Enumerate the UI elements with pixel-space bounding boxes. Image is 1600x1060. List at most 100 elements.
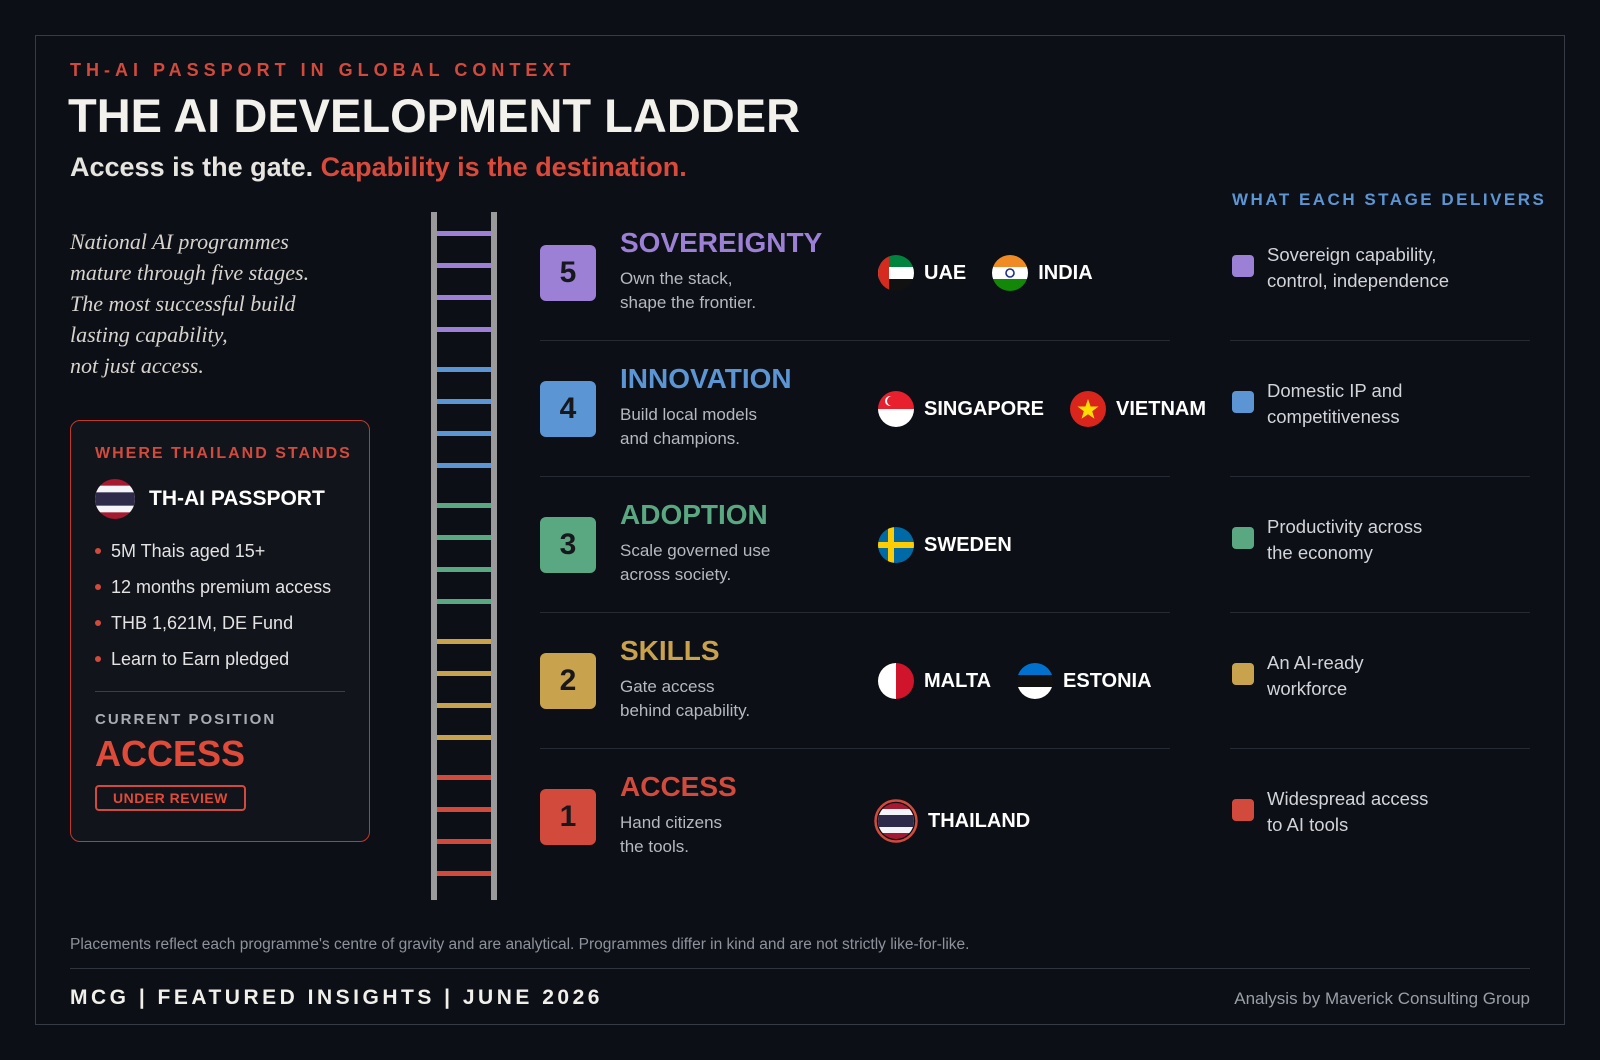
ladder-rung	[437, 567, 491, 572]
subtitle: Access is the gate. Capability is the de…	[70, 152, 687, 183]
ladder-rung	[437, 871, 491, 876]
status-badge: UNDER REVIEW	[95, 785, 246, 811]
stage-row: 2 SKILLS Gate access behind capability. M…	[0, 613, 1600, 749]
stage-description: Own the stack, shape the frontier.	[620, 267, 756, 315]
ladder-rung	[437, 535, 491, 540]
ladder-rung	[437, 431, 491, 436]
stage-delivers: Domestic IP and competitiveness	[1267, 378, 1402, 430]
text-line: Scale governed use	[620, 541, 771, 560]
intro: National AI programmes mature through fi…	[70, 226, 309, 381]
ladder-rung	[437, 807, 491, 812]
flag	[878, 255, 914, 291]
text-line: the tools.	[620, 837, 689, 856]
flag	[878, 663, 914, 699]
ladder-rung	[437, 775, 491, 780]
ladder-rung	[437, 703, 491, 708]
separator	[1230, 748, 1530, 749]
separator	[540, 340, 1170, 341]
country: VIETNAM	[1070, 391, 1206, 427]
bullet: Learn to Earn pledged	[95, 641, 331, 677]
programme-name: TH-AI PASSPORT	[149, 487, 325, 510]
text-line: behind capability.	[620, 701, 751, 720]
stage-row: 5 SOVEREIGNTY Own the stack, shape the fr…	[0, 205, 1600, 341]
stage-number: 2	[540, 653, 596, 709]
frame	[35, 35, 1565, 1025]
countries: UAE INDIA	[878, 255, 1093, 291]
countries: MALTA ESTONIA	[878, 663, 1152, 699]
stage-row: 4 INNOVATION Build local models and champ…	[0, 341, 1600, 477]
text-line: across society.	[620, 565, 732, 584]
text-line: to AI tools	[1267, 814, 1349, 835]
stage-delivers: An AI-ready workforce	[1267, 650, 1364, 702]
subtitle-accent: Capability is the destination.	[320, 152, 687, 182]
country-name: ESTONIA	[1063, 669, 1152, 692]
country-name: MALTA	[924, 669, 992, 692]
ladder-rung	[437, 327, 491, 332]
subtitle-lead: Access is the gate.	[70, 152, 314, 182]
text-line: the economy	[1267, 542, 1373, 563]
ladder-rung	[437, 295, 491, 300]
flag	[1017, 663, 1053, 699]
countries: SINGAPORE VIETNAM	[878, 391, 1206, 427]
stage-name: SKILLS	[620, 635, 720, 666]
position: ACCESS	[95, 733, 246, 774]
delivers-heading: WHAT EACH STAGE DELIVERS	[1232, 190, 1547, 209]
country: UAE	[878, 255, 966, 291]
separator	[1230, 340, 1530, 341]
stage-name: INNOVATION	[620, 363, 792, 394]
text-line: shape the frontier.	[620, 293, 757, 312]
stage-description: Build local models and champions.	[620, 403, 757, 451]
stage-name: ACCESS	[620, 771, 737, 802]
country-name: UAE	[924, 261, 967, 284]
stage-delivers: Widespread access to AI tools	[1267, 786, 1428, 838]
divider	[95, 691, 345, 692]
flag	[878, 391, 914, 427]
stage-name: SOVEREIGNTY	[620, 227, 823, 258]
card-heading: WHERE THAILAND STANDS	[95, 445, 352, 462]
intro-line: The most successful build	[70, 291, 296, 316]
text-line: Productivity across	[1267, 516, 1423, 537]
country: THAILAND	[874, 799, 1030, 843]
ladder-rail	[491, 212, 497, 900]
text-line: Gate access	[620, 677, 715, 696]
bullet: THB 1,621M, DE Fund	[95, 605, 331, 641]
country: SINGAPORE	[878, 391, 1044, 427]
country: INDIA	[992, 255, 1093, 291]
stage-number: 1	[540, 789, 596, 845]
text-line: competitiveness	[1267, 406, 1400, 427]
intro-line: National AI programmes	[70, 229, 289, 254]
stage-swatch	[1232, 527, 1254, 549]
flag	[874, 799, 918, 843]
intro-line: not just access.	[70, 353, 204, 378]
stage-number: 5	[540, 245, 596, 301]
ladder-rung	[437, 367, 491, 372]
intro-line: mature through five stages.	[70, 260, 310, 285]
bullet: 12 months premium access	[95, 569, 331, 605]
stage-name: ADOPTION	[620, 499, 768, 530]
ladder-rung	[437, 231, 491, 236]
bullets: 5M Thais aged 15+ 12 months premium acce…	[95, 533, 331, 677]
stage-row: 1 ACCESS Hand citizens the tools. THAILAN…	[0, 749, 1600, 885]
text-line: Build local models	[620, 405, 758, 424]
status-card: WHERE THAILAND STANDS TH-AI PASSPORT 5M …	[70, 420, 370, 842]
stage-swatch	[1232, 663, 1254, 685]
credit: Analysis by Maverick Consulting Group	[1234, 989, 1530, 1008]
text-line: Widespread access	[1267, 788, 1429, 809]
text-line: Domestic IP and	[1267, 380, 1403, 401]
ladder-rung	[437, 463, 491, 468]
separator	[540, 476, 1170, 477]
separator	[540, 612, 1170, 613]
country: SWEDEN	[878, 527, 1012, 563]
flag	[878, 527, 914, 563]
text-line: Sovereign capability,	[1267, 244, 1437, 265]
separator	[1230, 476, 1530, 477]
country: MALTA	[878, 663, 991, 699]
countries: SWEDEN	[878, 527, 1012, 563]
country-name: SINGAPORE	[924, 397, 1045, 420]
countries: THAILAND	[874, 799, 1030, 843]
text-line: control, independence	[1267, 270, 1450, 291]
ladder-rung	[437, 839, 491, 844]
stage-delivers: Sovereign capability, control, independen…	[1267, 242, 1449, 294]
stage-swatch	[1232, 255, 1254, 277]
